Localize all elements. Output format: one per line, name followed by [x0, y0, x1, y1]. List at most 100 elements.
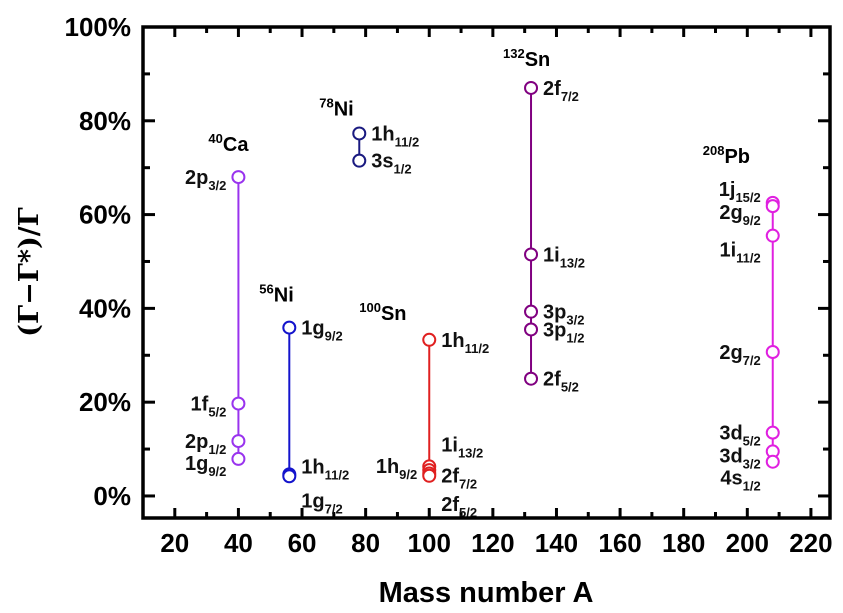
- data-point: [352, 153, 367, 168]
- orbital-name: 3d: [719, 445, 742, 467]
- orbital-label: 3p3/2: [543, 302, 584, 328]
- orbital-label: 1i11/2: [719, 240, 760, 266]
- mass-number: 132: [503, 46, 525, 61]
- y-axis-title: (Γ−Γ*)/Γ: [14, 207, 45, 337]
- element-symbol: Sn: [381, 303, 407, 325]
- data-point: [422, 332, 437, 347]
- orbital-j: 15/2: [735, 190, 760, 205]
- orbital-j: 9/2: [208, 464, 226, 479]
- data-point: [765, 228, 780, 243]
- orbital-j: 13/2: [560, 255, 585, 270]
- orbital-j: 1/2: [566, 330, 584, 345]
- orbital-label: 2f7/2: [441, 465, 477, 491]
- orbital-label: 2f5/2: [441, 494, 477, 520]
- orbital-label: 2g7/2: [719, 342, 760, 368]
- orbital-name: 1h: [441, 330, 464, 352]
- nucleus-label: 208Pb: [703, 143, 750, 168]
- orbital-j: 3/2: [566, 313, 584, 328]
- orbital-j: 5/2: [208, 405, 226, 420]
- orbital-label: 1g7/2: [301, 490, 342, 516]
- orbital-label: 4s1/2: [720, 468, 760, 494]
- orbital-j: 9/2: [399, 467, 417, 482]
- orbital-name: 1h: [376, 456, 399, 478]
- axis-ticks: 20 40 60 80 100 120 140 160 180 200 220 0% 20% 40% 60%…: [65, 12, 833, 558]
- y-tick-label: 20%: [79, 387, 131, 417]
- data-point: [282, 469, 297, 484]
- x-tick-label: 140: [535, 528, 578, 558]
- nucleus-label: 56Ni: [259, 282, 293, 307]
- orbital-name: 2f: [441, 494, 459, 516]
- mass-number: 40: [208, 131, 222, 146]
- orbital-j: 1/2: [743, 479, 761, 494]
- orbital-name: 4s: [720, 468, 742, 490]
- x-tick-label: 60: [288, 528, 317, 558]
- orbital-j: 1/2: [394, 162, 412, 177]
- y-tick-label: 40%: [79, 293, 131, 323]
- orbital-name: 1i: [441, 434, 458, 456]
- orbital-name: 1i: [543, 244, 560, 266]
- orbital-j: 7/2: [561, 89, 579, 104]
- orbital-name: 1f: [191, 394, 209, 416]
- x-tick-label: 120: [471, 528, 514, 558]
- orbital-name: 1g: [301, 318, 324, 340]
- x-axis-title: Mass number A: [379, 577, 594, 609]
- data-point: [231, 396, 246, 411]
- x-tick-label: 100: [408, 528, 451, 558]
- orbital-j: 9/2: [325, 329, 343, 344]
- mass-number: 78: [319, 95, 333, 110]
- nucleus-label: 40Ca: [208, 131, 249, 156]
- orbital-label: 2g9/2: [719, 202, 760, 228]
- orbital-label: 3d3/2: [719, 445, 760, 471]
- orbital-label: 1h11/2: [371, 123, 419, 149]
- orbital-label: 1i13/2: [543, 244, 585, 270]
- x-tick-label: 220: [789, 528, 832, 558]
- element-symbol: Pb: [724, 146, 750, 168]
- data-point: [231, 434, 246, 449]
- orbital-name: 1g: [185, 453, 208, 475]
- data-point: [282, 320, 297, 335]
- x-tick-label: 180: [662, 528, 705, 558]
- orbital-label: 3d5/2: [719, 423, 760, 449]
- x-tick-label: 20: [160, 528, 189, 558]
- mass-number: 208: [703, 143, 725, 158]
- data-point: [524, 247, 539, 262]
- orbital-j: 3/2: [743, 456, 761, 471]
- orbital-j: 3/2: [208, 178, 226, 193]
- orbital-label: 3p1/2: [543, 319, 584, 345]
- y-tick-label: 80%: [79, 106, 131, 136]
- orbital-label: 2p3/2: [185, 167, 226, 193]
- element-symbol: Ca: [223, 134, 249, 156]
- orbital-label: 2f5/2: [543, 369, 579, 395]
- data-point: [765, 425, 780, 440]
- x-tick-label: 40: [224, 528, 253, 558]
- orbital-name: 2f: [441, 465, 459, 487]
- orbital-name: 1i: [719, 240, 736, 262]
- data-marks: 40Ca2p3/21f5/22p1/21g9/256Ni1g9/21h11/21…: [185, 46, 780, 520]
- orbital-label: 1g9/2: [185, 453, 226, 479]
- orbital-j: 11/2: [465, 341, 490, 356]
- orbital-j: 7/2: [459, 476, 477, 491]
- orbital-label: 1g9/2: [301, 318, 342, 344]
- orbital-j: 9/2: [743, 213, 761, 228]
- orbital-name: 1h: [371, 123, 394, 145]
- orbital-name: 1g: [301, 490, 324, 512]
- nucleus-label: 132Sn: [503, 46, 550, 71]
- mass-number: 100: [359, 300, 381, 315]
- x-tick-label: 200: [726, 528, 769, 558]
- orbital-name: 2g: [719, 202, 742, 224]
- orbital-name: 2f: [543, 78, 561, 100]
- nucleus-label: 100Sn: [359, 300, 406, 325]
- y-tick-label: 60%: [79, 200, 131, 230]
- orbital-label: 3s1/2: [371, 151, 411, 177]
- orbital-label: 1h11/2: [441, 330, 489, 356]
- data-point: [765, 199, 780, 214]
- orbital-j: 5/2: [561, 380, 579, 395]
- y-tick-label: 100%: [65, 12, 132, 42]
- orbital-label: 1f5/2: [191, 394, 227, 420]
- orbital-j: 11/2: [736, 251, 761, 266]
- orbital-j: 11/2: [325, 467, 350, 482]
